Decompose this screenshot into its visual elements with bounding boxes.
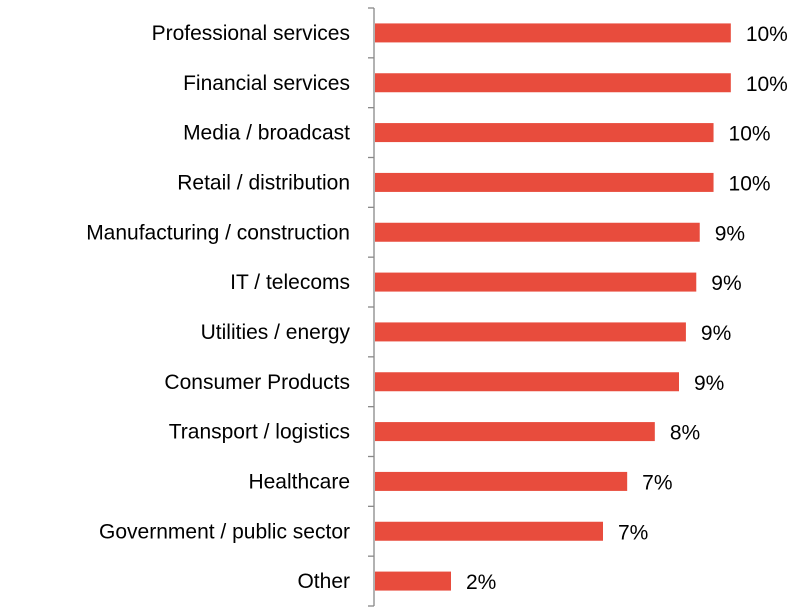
bar xyxy=(375,472,627,491)
bar xyxy=(375,173,714,192)
category-label: Retail / distribution xyxy=(177,171,350,194)
value-label: 10% xyxy=(729,123,771,146)
bar xyxy=(375,23,731,42)
bar xyxy=(375,522,603,541)
category-label: IT / telecoms xyxy=(230,271,350,294)
category-label: Government / public sector xyxy=(99,520,350,543)
bar xyxy=(375,123,714,142)
category-label: Financial services xyxy=(183,72,350,95)
value-label: 10% xyxy=(729,172,771,195)
bar xyxy=(375,572,451,591)
category-label: Consumer Products xyxy=(164,371,350,394)
value-label: 9% xyxy=(701,322,731,345)
value-label: 10% xyxy=(746,23,788,46)
category-label: Healthcare xyxy=(248,470,350,493)
value-label: 9% xyxy=(694,372,724,395)
value-label: 10% xyxy=(746,73,788,96)
value-label: 9% xyxy=(715,222,745,245)
bar xyxy=(375,422,655,441)
category-label: Professional services xyxy=(152,22,350,45)
category-label: Transport / logistics xyxy=(169,421,350,444)
bar xyxy=(375,273,696,292)
category-label: Media / broadcast xyxy=(183,122,350,145)
value-label: 7% xyxy=(642,471,672,494)
bar xyxy=(375,322,686,341)
category-label: Other xyxy=(297,570,350,593)
value-label: 2% xyxy=(466,571,496,594)
category-label: Utilities / energy xyxy=(201,321,351,344)
bar xyxy=(375,223,700,242)
value-label: 8% xyxy=(670,422,700,445)
bar xyxy=(375,73,731,92)
category-label: Manufacturing / construction xyxy=(86,221,350,244)
bar xyxy=(375,372,679,391)
value-label: 7% xyxy=(618,521,648,544)
value-label: 9% xyxy=(711,272,741,295)
